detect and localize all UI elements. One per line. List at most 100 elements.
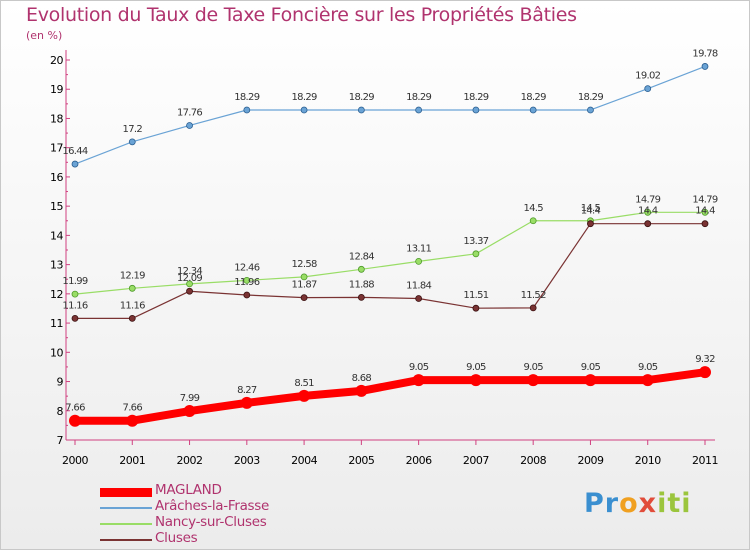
- data-label: 11.52: [521, 290, 546, 301]
- y-tick-label: 15: [50, 200, 63, 213]
- data-point: [415, 295, 423, 302]
- series-line-0: [71, 368, 709, 425]
- data-label: 17.76: [177, 107, 202, 118]
- data-label: 14.4: [695, 206, 715, 217]
- data-label: 9.05: [638, 362, 658, 373]
- data-point: [701, 220, 709, 228]
- y-tick-label: 7: [57, 434, 64, 447]
- x-tick-label: 2001: [119, 454, 145, 467]
- data-label: 19.78: [692, 48, 717, 59]
- data-point: [357, 265, 365, 273]
- y-tick-label: 12: [50, 288, 63, 301]
- data-point: [644, 208, 652, 216]
- data-label: 12.46: [234, 262, 259, 273]
- data-point: [240, 396, 253, 409]
- data-point: [472, 106, 480, 114]
- data-point: [71, 160, 79, 168]
- data-point: [644, 220, 652, 228]
- data-label: 9.05: [523, 362, 543, 373]
- data-point: [415, 257, 423, 265]
- x-tick-label: 2006: [406, 454, 432, 467]
- data-label: 12.09: [177, 273, 202, 284]
- legend-swatch: [100, 523, 152, 525]
- data-point: [472, 250, 480, 258]
- data-point: [243, 291, 251, 299]
- data-label: 12.34: [177, 266, 202, 277]
- data-label: 13.11: [406, 243, 431, 254]
- data-point: [587, 220, 594, 228]
- data-point: [529, 106, 537, 114]
- data-label: 8.51: [294, 378, 314, 389]
- legend-label: Cluses: [155, 530, 198, 546]
- data-label: 8.27: [237, 385, 257, 396]
- data-point: [527, 374, 540, 387]
- data-point: [183, 405, 196, 418]
- data-label: 18.29: [463, 92, 488, 103]
- data-label: 7.66: [65, 403, 85, 414]
- x-tick-label: 2007: [463, 454, 489, 467]
- data-label: 18.29: [406, 92, 431, 103]
- data-point: [300, 294, 308, 302]
- x-tick-label: 2005: [348, 454, 374, 467]
- data-label: 14.79: [692, 194, 717, 205]
- data-label: 14.5: [581, 203, 601, 214]
- series-line-3: [74, 223, 706, 319]
- legend-label: MAGLAND: [155, 482, 222, 498]
- data-point: [469, 374, 482, 387]
- data-label: 18.29: [234, 92, 259, 103]
- data-label: 18.29: [578, 92, 603, 103]
- y-tick-label: 11: [50, 317, 63, 330]
- data-label: 14.79: [635, 194, 660, 205]
- data-label: 11.88: [349, 279, 374, 290]
- chart-title: Evolution du Taux de Taxe Foncière sur l…: [26, 4, 577, 26]
- x-tick-label: 2002: [177, 454, 203, 467]
- y-tick-label: 19: [50, 83, 63, 96]
- legend-swatch: [100, 507, 152, 509]
- data-point: [128, 284, 136, 292]
- data-point: [701, 208, 709, 216]
- data-label: 14.4: [638, 206, 658, 217]
- data-point: [644, 85, 652, 93]
- data-point: [412, 374, 425, 387]
- x-tick-label: 2000: [62, 454, 88, 467]
- data-label: 13.37: [463, 236, 488, 247]
- data-label: 14.5: [523, 203, 543, 214]
- data-point: [641, 374, 654, 387]
- data-label: 11.16: [120, 300, 145, 311]
- data-point: [699, 366, 711, 379]
- data-label: 12.19: [120, 270, 145, 281]
- data-label: 11.99: [62, 276, 87, 287]
- data-label: 18.29: [292, 92, 317, 103]
- data-label: 9.32: [695, 354, 715, 365]
- data-point: [126, 414, 139, 427]
- data-point: [415, 106, 423, 114]
- legend-swatch: [100, 487, 152, 497]
- data-point: [529, 217, 537, 225]
- data-point: [300, 273, 308, 281]
- y-tick-label: 18: [50, 112, 63, 125]
- data-label: 17.2: [123, 124, 143, 135]
- legend-label: Nancy-sur-Cluses: [155, 514, 267, 530]
- data-label: 12.84: [349, 251, 374, 262]
- y-tick-label: 20: [50, 54, 63, 67]
- y-tick-label: 9: [57, 376, 64, 389]
- chart-unit: (en %): [26, 29, 63, 42]
- legend-label: Arâches-la-Frasse: [155, 498, 270, 514]
- y-tick-label: 13: [50, 259, 63, 272]
- series-line-1: [74, 65, 706, 165]
- legend-swatch: [100, 539, 152, 541]
- data-point: [357, 293, 365, 301]
- data-point: [128, 138, 136, 146]
- data-point: [584, 374, 597, 387]
- y-tick-label: 8: [57, 405, 64, 418]
- x-tick-label: 2004: [291, 454, 317, 467]
- data-point: [243, 276, 251, 284]
- data-point: [701, 63, 709, 70]
- data-label: 9.05: [409, 362, 429, 373]
- data-label: 11.96: [234, 277, 259, 288]
- data-label: 11.16: [62, 300, 87, 311]
- data-label: 11.84: [406, 281, 431, 292]
- x-tick-label: 2011: [692, 454, 718, 467]
- x-tick-label: 2009: [577, 454, 603, 467]
